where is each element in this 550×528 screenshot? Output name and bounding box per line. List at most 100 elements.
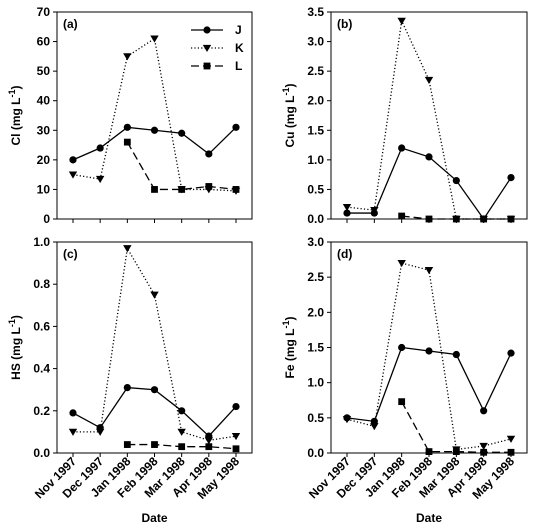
legend-marker-L xyxy=(203,62,211,70)
data-point-J xyxy=(150,386,159,394)
data-point-J xyxy=(178,407,186,415)
data-point-J xyxy=(96,144,104,152)
y-axis-title-end: ) xyxy=(9,315,23,319)
y-tick-label: 0 xyxy=(43,212,50,226)
y-axis-title-superscript: -1 xyxy=(281,320,291,328)
legend-label-L: L xyxy=(235,59,242,73)
y-tick-label: 0.6 xyxy=(33,319,50,333)
data-point-K xyxy=(95,175,105,184)
data-point-L xyxy=(123,138,131,146)
chart-panel-2: 0.0 0.5 1.0 1.5 2.0 2.5 3.0 3.5 (b) Cu (mg L-1) xyxy=(281,5,528,226)
series-L xyxy=(123,138,240,193)
data-point-K xyxy=(123,53,132,61)
y-axis-title-superscript: -1 xyxy=(7,319,17,327)
y-tick-label: 10 xyxy=(37,182,51,196)
data-point-K xyxy=(506,435,516,443)
y-axis-title-main: Cu (mg L xyxy=(283,96,297,148)
series-line-K xyxy=(72,37,237,192)
data-point-L xyxy=(425,448,433,455)
y-axis-title-superscript: -1 xyxy=(7,89,17,97)
data-point-K xyxy=(370,423,379,431)
data-point-J xyxy=(69,409,77,417)
data-point-L xyxy=(452,215,460,223)
data-point-J xyxy=(178,129,186,137)
data-point-J xyxy=(507,174,515,182)
data-point-J xyxy=(343,209,351,217)
data-point-K xyxy=(397,17,406,25)
y-tick-label: 20 xyxy=(37,153,51,167)
y-axis-title-end: ) xyxy=(283,83,297,87)
data-point-K xyxy=(370,206,379,215)
legend-marker-K xyxy=(202,44,212,52)
y-tick-label: 3.5 xyxy=(307,5,324,19)
y-tick-label: 2.0 xyxy=(307,305,324,319)
data-point-J xyxy=(398,343,406,352)
y-tick-label: 0.5 xyxy=(307,182,324,196)
legend-label-J: J xyxy=(235,23,242,37)
data-point-K xyxy=(68,171,78,179)
data-point-K xyxy=(68,428,78,436)
data-point-K xyxy=(342,204,352,212)
y-tick-label: 0.8 xyxy=(33,277,50,291)
y-axis-title-main: Cl (mg L xyxy=(9,98,23,146)
y-axis-title: Cu (mg L-1) xyxy=(281,83,297,147)
chart-panel-1: 0 10 20 30 40 50 60 70 (a) Cl (mg L-1) JKL xyxy=(7,5,253,226)
y-tick-label: 3.0 xyxy=(307,235,324,249)
series-J xyxy=(343,343,515,425)
data-point-L xyxy=(507,215,515,223)
data-point-L xyxy=(507,448,515,456)
panel-label: (d) xyxy=(337,247,352,261)
y-axis-title-end: ) xyxy=(283,316,297,320)
y-tick-label: 0.0 xyxy=(307,446,324,460)
legend: JKL xyxy=(191,23,244,73)
data-point-L xyxy=(123,441,131,448)
panel-label: (c) xyxy=(63,247,78,261)
series-line-K xyxy=(73,246,237,442)
legend-marker-J xyxy=(203,26,211,34)
y-tick-label: 0.4 xyxy=(33,362,50,376)
data-point-L xyxy=(151,441,158,448)
data-point-L xyxy=(480,448,488,456)
y-tick-label: 0.5 xyxy=(307,411,324,425)
data-point-L xyxy=(232,186,240,193)
panel-label: (b) xyxy=(337,17,352,31)
y-tick-label: 60 xyxy=(37,35,51,49)
data-point-J xyxy=(452,350,460,359)
y-tick-label: 40 xyxy=(37,94,51,108)
y-tick-label: 0.0 xyxy=(307,212,324,226)
data-point-J xyxy=(425,347,433,355)
series-line-K xyxy=(346,18,511,220)
data-point-J xyxy=(69,156,77,164)
data-point-K xyxy=(424,266,434,275)
data-point-L xyxy=(205,443,213,451)
y-tick-label: 2.5 xyxy=(307,270,324,284)
series-K xyxy=(68,35,241,195)
data-point-L xyxy=(178,186,186,193)
y-axis-title-superscript: -1 xyxy=(281,87,291,95)
data-point-J xyxy=(425,153,433,161)
data-point-L xyxy=(480,215,488,223)
series-K xyxy=(342,259,516,454)
legend-label-K: K xyxy=(235,41,244,55)
y-axis-title-main: Fe (mg L xyxy=(283,329,297,379)
data-point-J xyxy=(150,126,159,134)
plot-frame xyxy=(330,11,528,220)
y-tick-label: 1.0 xyxy=(307,376,324,390)
data-point-L xyxy=(232,445,240,453)
series-K xyxy=(68,245,241,445)
y-tick-label: 70 xyxy=(37,5,51,19)
series-J xyxy=(69,383,240,440)
y-tick-label: 1.0 xyxy=(307,153,324,167)
y-tick-label: 1.0 xyxy=(33,235,50,249)
data-point-L xyxy=(178,443,186,451)
y-tick-label: 2.0 xyxy=(307,94,324,108)
x-axis-title: Date xyxy=(416,511,442,525)
y-tick-label: 1.5 xyxy=(307,123,324,137)
data-point-K xyxy=(479,442,488,450)
data-point-L xyxy=(425,215,433,223)
y-axis-title: HS (mg L-1) xyxy=(7,315,23,380)
data-point-K xyxy=(123,245,132,253)
data-point-J xyxy=(507,349,515,357)
